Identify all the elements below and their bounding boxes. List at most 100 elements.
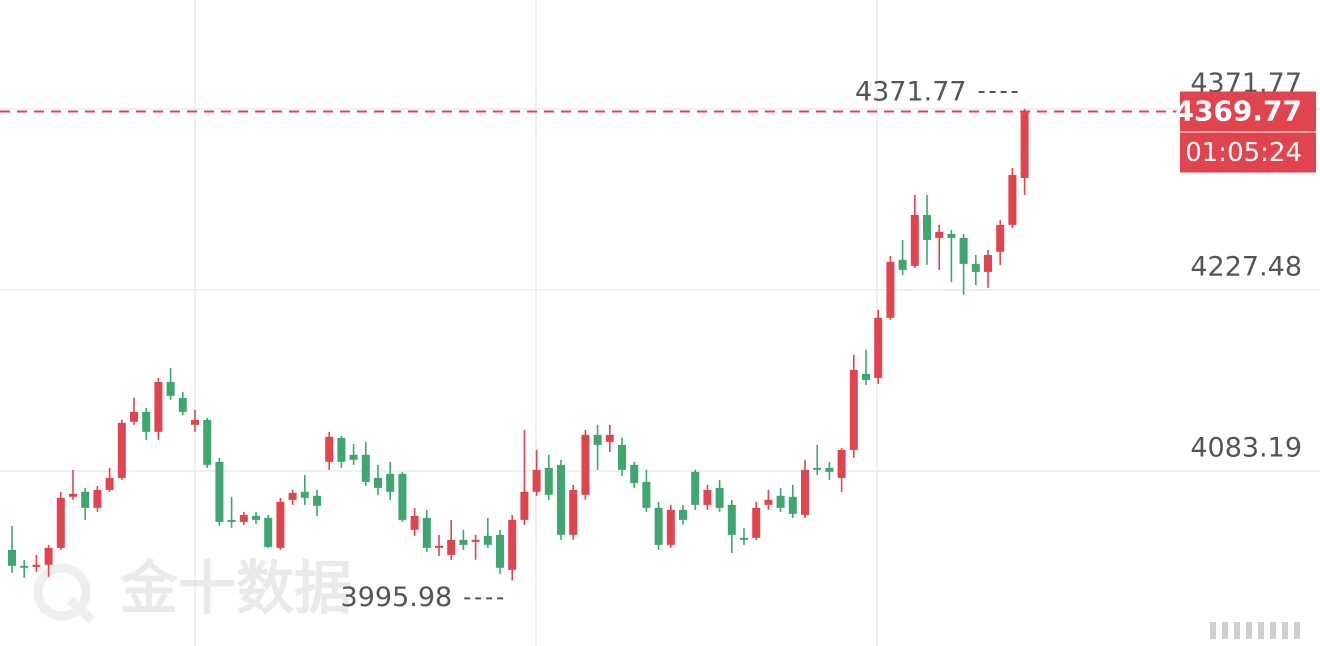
candle-body — [679, 509, 687, 520]
min-marker-label: 3995.98 — [341, 582, 453, 613]
candle-body — [727, 504, 736, 535]
candle-body — [971, 263, 980, 272]
candle-body — [386, 473, 395, 492]
y-tick-label: 4227.48 — [1190, 251, 1302, 282]
candle-body — [666, 509, 675, 545]
candle-body — [801, 469, 809, 515]
candle-body — [398, 473, 407, 520]
candle-body — [642, 481, 651, 508]
brand-icon-bar — [1294, 622, 1300, 639]
candle-body — [715, 487, 724, 508]
candle-body — [410, 515, 419, 530]
candle-body — [752, 507, 761, 538]
candle-body — [605, 434, 614, 442]
candle-body — [618, 444, 626, 470]
brand-icon-bar — [1258, 622, 1264, 639]
candle-body — [862, 373, 870, 380]
candle-body — [288, 492, 297, 500]
candle-body — [154, 381, 163, 432]
candle-body — [984, 254, 992, 272]
candle-body — [898, 259, 907, 270]
brand-icon-bar — [1234, 622, 1240, 639]
candle-body — [886, 261, 895, 318]
watermark-logo — [33, 563, 91, 621]
brand-icon-bar — [1270, 622, 1276, 639]
candle-body — [569, 489, 578, 535]
last-price-label: 4369.77 — [1174, 95, 1302, 128]
candle-body — [191, 419, 199, 425]
brand-icon-bar — [1222, 622, 1228, 639]
candle-body — [813, 467, 822, 470]
candle-body — [227, 519, 236, 522]
candle-body — [483, 535, 492, 545]
candle-body — [300, 491, 309, 498]
candle-body — [313, 495, 321, 506]
watermark-text: 金十数据 — [120, 554, 352, 622]
candle-body — [557, 464, 565, 535]
candle-body — [349, 454, 358, 460]
candle-body — [947, 233, 956, 238]
candle-body — [935, 231, 944, 238]
candle-body — [959, 237, 968, 264]
candle-body — [422, 517, 431, 548]
candle-body — [1008, 174, 1017, 225]
candle-body — [117, 422, 126, 478]
candle-body — [374, 477, 382, 488]
candle-body — [532, 469, 541, 492]
watermark-logo — [66, 596, 96, 624]
candle-body — [654, 507, 663, 545]
brand-icon-bar — [1246, 622, 1252, 639]
candle-body — [923, 214, 931, 240]
candle-body — [520, 491, 529, 520]
plot-layer: 4083.194227.484371.774369.7701:05:244371… — [0, 68, 1320, 613]
candle-body — [740, 537, 748, 540]
candle-body — [996, 224, 1005, 252]
candle-body — [93, 489, 102, 508]
candle-body — [703, 489, 712, 505]
y-tick-label: 4083.19 — [1190, 432, 1302, 463]
countdown-tag — [1180, 132, 1316, 173]
candle-body — [447, 539, 456, 555]
watermark: 金十数据 — [33, 554, 352, 624]
candle-body — [496, 534, 504, 568]
candle-body — [593, 434, 602, 445]
candle-body — [81, 491, 90, 508]
candle-body — [264, 517, 273, 547]
candle-body — [215, 461, 224, 522]
candle-body — [837, 449, 846, 478]
candle-body — [910, 214, 919, 266]
candle-body — [252, 515, 260, 520]
last-price-tag — [1180, 91, 1316, 132]
countdown-label: 01:05:24 — [1185, 138, 1302, 168]
candle-body — [142, 411, 151, 432]
candle-body — [56, 497, 65, 548]
candle-body — [8, 549, 16, 566]
candle-body — [874, 317, 883, 378]
candle-body — [630, 464, 639, 483]
candle-body — [691, 471, 700, 505]
brand-icon-bar — [1282, 622, 1288, 639]
candle-body — [459, 539, 468, 545]
candle-body — [849, 369, 858, 450]
candle-body — [788, 496, 797, 514]
candle-body — [508, 519, 517, 570]
candle-body — [20, 565, 29, 568]
candle-body — [544, 467, 553, 495]
candle-body — [239, 514, 248, 522]
candle-body — [825, 467, 834, 472]
candle-body — [178, 397, 187, 412]
candle-body — [166, 381, 175, 396]
candle-body — [581, 434, 590, 495]
brand-icon-bar — [1210, 622, 1216, 639]
candle-body — [69, 493, 77, 497]
candle-body — [471, 539, 480, 542]
candle-body — [764, 499, 773, 505]
candle-body — [776, 495, 785, 508]
candle-body — [325, 436, 334, 462]
candle-body — [32, 564, 41, 567]
candle-body — [130, 411, 138, 422]
max-marker-label: 4371.77 — [855, 76, 967, 107]
candle-body — [203, 419, 212, 465]
